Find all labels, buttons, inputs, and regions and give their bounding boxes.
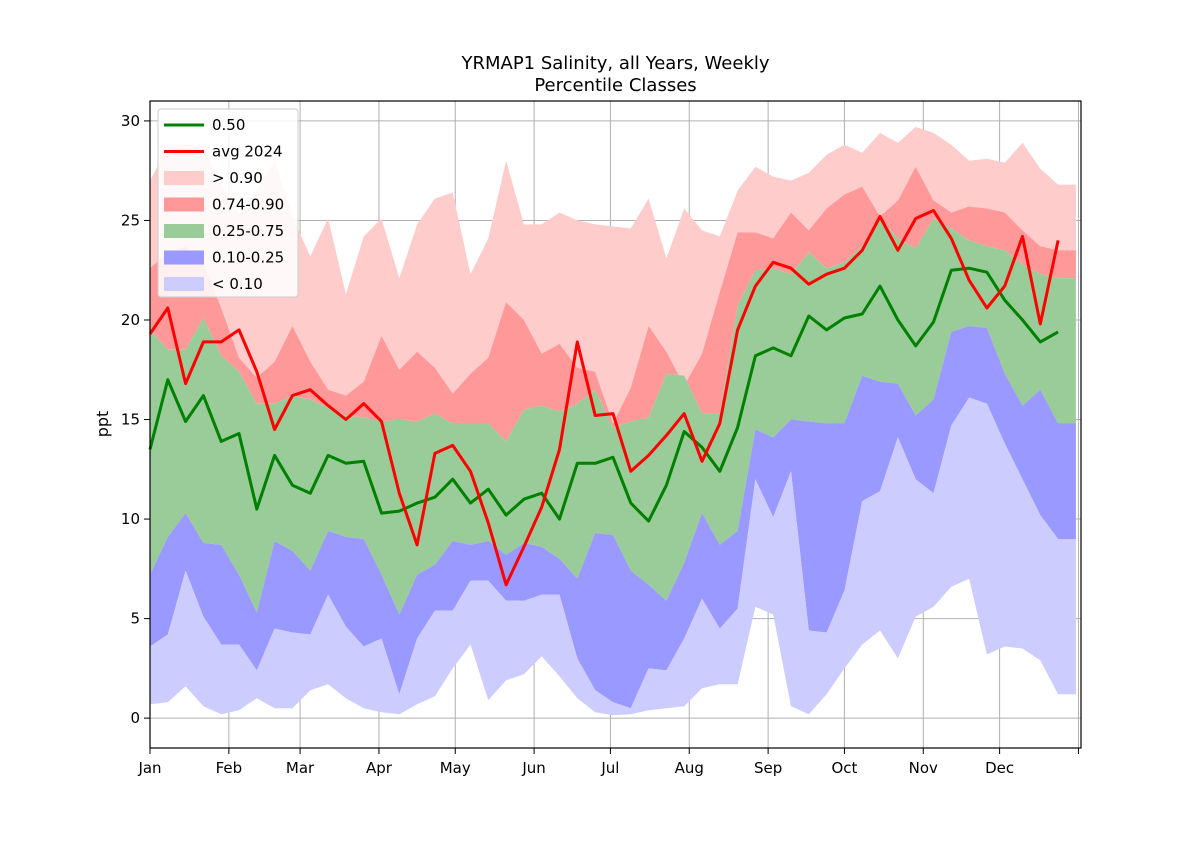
legend-label-series-1: avg 2024 bbox=[212, 143, 283, 161]
series-line-0 bbox=[148, 266, 1059, 523]
legend-label-band-3: 0.10-0.25 bbox=[212, 249, 284, 267]
y-tick-label-6: 30 bbox=[121, 112, 140, 130]
legend-band-swatch-4 bbox=[164, 277, 204, 291]
y-tick-label-3: 15 bbox=[121, 411, 140, 429]
y-tick-label-0: 0 bbox=[130, 709, 140, 727]
x-tick-label-2: Mar bbox=[286, 759, 315, 777]
band-area-1 bbox=[150, 166, 1076, 442]
y-tick-label-4: 20 bbox=[121, 311, 140, 329]
plot-frame bbox=[149, 100, 1082, 749]
x-tick-label-10: Nov bbox=[909, 759, 938, 777]
x-tick-label-1: Feb bbox=[216, 759, 243, 777]
x-tick-label-11: Dec bbox=[985, 759, 1014, 777]
y-tick-label-2: 10 bbox=[121, 510, 140, 528]
y-axis-label: ppt bbox=[93, 411, 112, 438]
legend-band-swatch-0 bbox=[164, 171, 204, 185]
legend-band-swatch-3 bbox=[164, 250, 204, 265]
legend-band-swatch-2 bbox=[164, 224, 204, 238]
x-tick-label-6: Jul bbox=[600, 759, 619, 777]
legend-band-swatch-1 bbox=[164, 197, 204, 212]
chart-title: YRMAP1 Salinity, all Years, Weekly bbox=[460, 53, 769, 74]
plot-area: Jan Feb Mar Apr May Jun Jul Aug Sep Oct Nov Dec 0 5 10… bbox=[121, 100, 1082, 777]
x-tick-label-7: Aug bbox=[675, 759, 704, 777]
x-tick-label-3: Apr bbox=[366, 759, 393, 777]
x-tick-label-5: Jun bbox=[521, 759, 545, 777]
y-tick-label-5: 25 bbox=[121, 211, 140, 229]
legend-box bbox=[157, 108, 299, 298]
legend-label-series-0: 0.50 bbox=[212, 116, 245, 134]
y-tick-label-1: 5 bbox=[130, 610, 140, 628]
x-tick-label-9: Oct bbox=[831, 759, 857, 777]
legend-label-band-4: < 0.10 bbox=[212, 275, 263, 293]
legend: 0.50 avg 2024 > 0.90 0.74-0.90 0.25-0.75 0.10… bbox=[157, 108, 299, 298]
band-area-0 bbox=[150, 126, 1076, 424]
legend-label-band-2: 0.25-0.75 bbox=[212, 222, 284, 240]
band-area-3 bbox=[150, 326, 1076, 709]
x-tick-label-0: Jan bbox=[137, 759, 161, 777]
legend-label-band-0: > 0.90 bbox=[212, 169, 263, 187]
x-tick-label-8: Sep bbox=[754, 759, 782, 777]
band-area-4 bbox=[150, 397, 1076, 716]
series-line-1 bbox=[148, 209, 1060, 587]
x-tick-label-4: May bbox=[440, 759, 471, 777]
legend-label-band-1: 0.74-0.90 bbox=[212, 196, 284, 214]
chart-subtitle: Percentile Classes bbox=[534, 75, 696, 96]
